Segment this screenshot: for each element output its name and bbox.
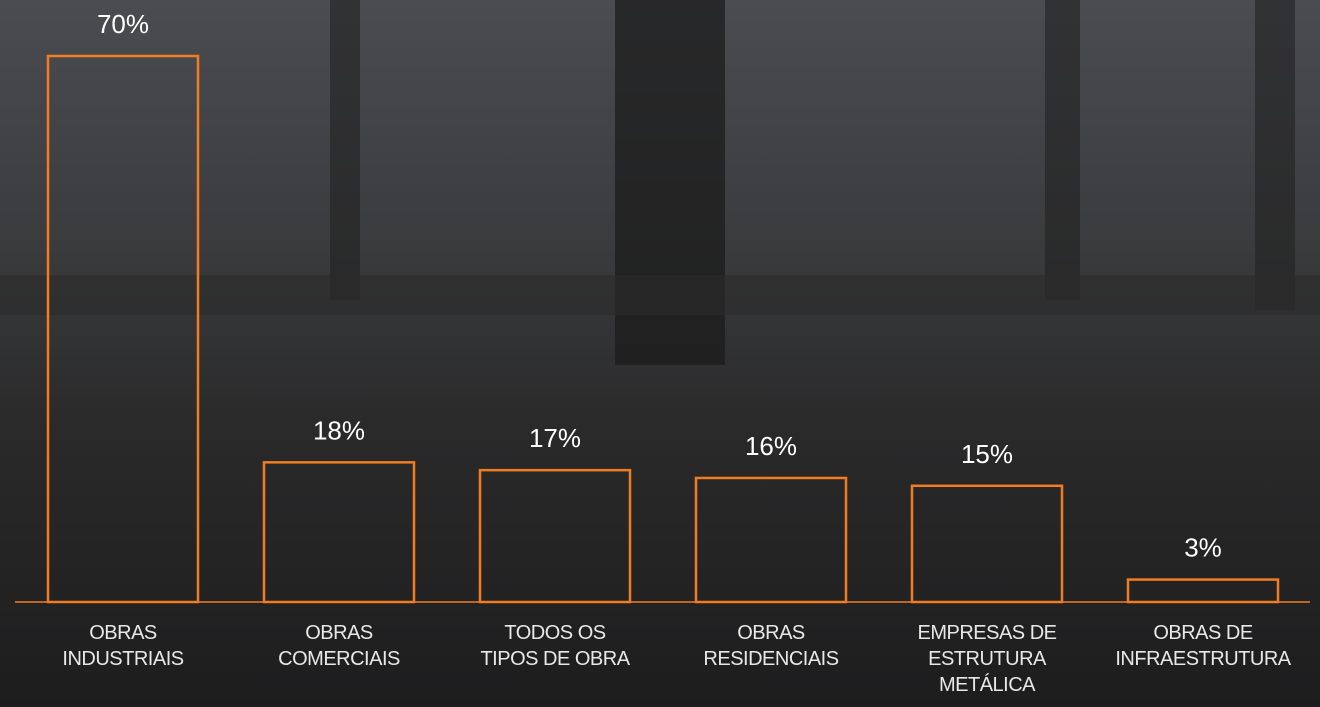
category-label: TODOS OS TIPOS DE OBRA xyxy=(480,622,630,670)
value-label: 18% xyxy=(313,415,365,445)
value-label: 17% xyxy=(529,423,581,453)
value-label: 3% xyxy=(1184,533,1222,563)
value-label: 15% xyxy=(961,439,1013,469)
bar xyxy=(694,476,848,604)
bar xyxy=(478,468,632,604)
category-label: OBRAS COMERCIAIS xyxy=(278,622,400,670)
category-label: EMPRESAS DE ESTRUTURA METÁLICA xyxy=(917,622,1057,696)
bar xyxy=(1126,578,1280,604)
value-label: 70% xyxy=(97,9,149,39)
bar xyxy=(46,54,200,604)
bar xyxy=(910,484,1064,604)
bar xyxy=(262,461,416,604)
category-label: OBRAS RESIDENCIAIS xyxy=(703,622,839,670)
category-label: OBRAS DE INFRAESTRUTURA xyxy=(1115,622,1291,670)
value-label: 16% xyxy=(745,431,797,461)
category-label: OBRAS INDUSTRIAIS xyxy=(62,622,184,670)
